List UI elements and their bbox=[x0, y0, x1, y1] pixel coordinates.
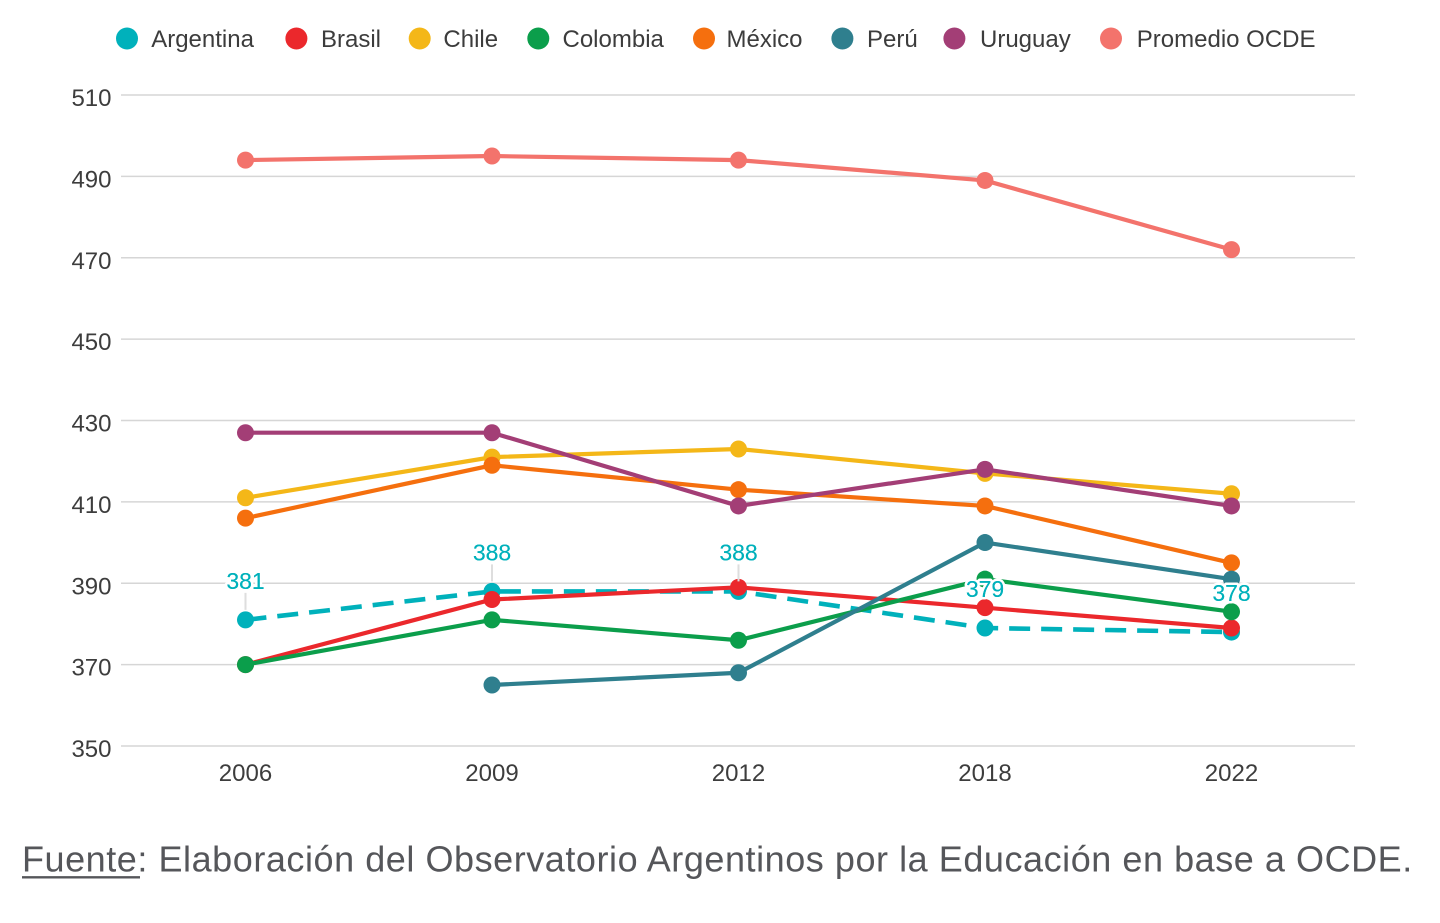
svg-text:378: 378 bbox=[1212, 580, 1250, 606]
svg-text:Uruguay: Uruguay bbox=[980, 26, 1071, 53]
svg-text:388: 388 bbox=[719, 539, 757, 565]
svg-text:México: México bbox=[727, 26, 803, 53]
svg-text:2018: 2018 bbox=[958, 760, 1011, 787]
svg-text:Promedio OCDE: Promedio OCDE bbox=[1137, 26, 1316, 53]
svg-text:388: 388 bbox=[473, 539, 511, 565]
svg-text:450: 450 bbox=[71, 329, 111, 356]
svg-text:379: 379 bbox=[966, 576, 1004, 602]
svg-text:410: 410 bbox=[71, 492, 111, 519]
svg-text:Perú: Perú bbox=[867, 26, 918, 53]
svg-text:381: 381 bbox=[226, 568, 264, 594]
svg-text:Brasil: Brasil bbox=[321, 26, 381, 53]
svg-text:Fuente: Elaboración del Observ: Fuente: Elaboración del Observatorio Arg… bbox=[22, 839, 1413, 880]
svg-text:378: 378 bbox=[1212, 580, 1250, 606]
svg-text:510: 510 bbox=[71, 85, 111, 112]
svg-text:381: 381 bbox=[226, 568, 264, 594]
svg-text:388: 388 bbox=[719, 539, 757, 565]
svg-text:2006: 2006 bbox=[219, 760, 272, 787]
svg-text:379: 379 bbox=[966, 576, 1004, 602]
svg-text:2009: 2009 bbox=[465, 760, 518, 787]
svg-text:350: 350 bbox=[71, 736, 111, 763]
svg-text:Argentina: Argentina bbox=[151, 26, 254, 53]
svg-text:370: 370 bbox=[71, 655, 111, 682]
svg-text:2022: 2022 bbox=[1205, 760, 1258, 787]
svg-text:388: 388 bbox=[473, 539, 511, 565]
svg-text:430: 430 bbox=[71, 411, 111, 438]
svg-text:Colombia: Colombia bbox=[563, 26, 665, 53]
svg-text:390: 390 bbox=[71, 573, 111, 600]
svg-text:490: 490 bbox=[71, 166, 111, 193]
svg-text:470: 470 bbox=[71, 248, 111, 275]
svg-text:Chile: Chile bbox=[443, 26, 498, 53]
svg-text:2012: 2012 bbox=[712, 760, 765, 787]
